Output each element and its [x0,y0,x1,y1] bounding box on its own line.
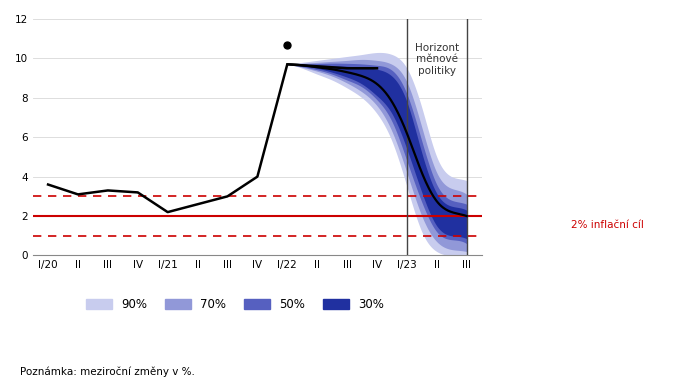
Text: Poznámka: meziroční změny v %.: Poznámka: meziroční změny v %. [20,367,195,377]
Legend: 90%, 70%, 50%, 30%: 90%, 70%, 50%, 30% [81,293,389,316]
Text: 2% inflační cíl: 2% inflační cíl [572,219,644,230]
Text: Horizont
měnové
politiky: Horizont měnové politiky [415,43,459,76]
